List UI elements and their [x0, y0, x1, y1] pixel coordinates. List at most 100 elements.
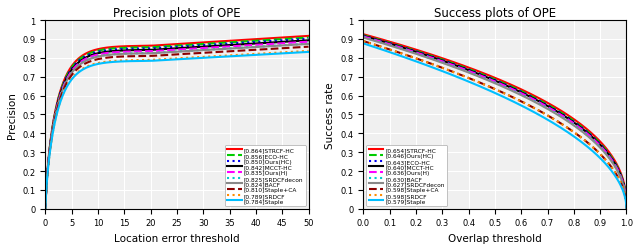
[0.598]SRDCF [484, 85, 492, 88]
[0.825]SRDCFdecon [198, 49, 206, 52]
Line: [0.835]Ours(H): [0.835]Ours(H) [45, 42, 308, 209]
[0.640]MCCT-HC [360, 35, 367, 38]
[0.630]BACF [575, 128, 583, 130]
[0.630]BACF [502, 86, 509, 90]
[0.630]BACF [484, 79, 492, 82]
[0.630]BACF [616, 175, 624, 178]
[0.810]Staple+CA [198, 52, 206, 55]
[0.842]MCCT-HC [168, 48, 176, 51]
[0.640]MCCT-HC [623, 208, 630, 210]
[0.784]Staple [298, 52, 306, 54]
[0.850]Ours(HC) [184, 45, 191, 48]
[0.825]SRDCFdecon [168, 51, 176, 54]
[0.654]STRCF-HC [360, 34, 367, 36]
[0.864]STRCF-HC [42, 208, 49, 210]
[0.643]ECO-HC [616, 172, 624, 176]
Line: [0.646]Ours(HC): [0.646]Ours(HC) [364, 36, 627, 209]
[0.825]SRDCFdecon [184, 50, 191, 53]
[0.842]MCCT-HC [184, 47, 191, 50]
[0.646]Ours(HC) [575, 124, 583, 127]
[0.856]ECO-HC [168, 45, 176, 48]
Line: [0.579]Staple: [0.579]Staple [364, 44, 627, 209]
[0.654]STRCF-HC [516, 88, 524, 91]
[0.789]SRDCF [298, 50, 306, 53]
[0.784]Staple [257, 54, 265, 57]
[0.654]STRCF-HC [502, 82, 509, 84]
[0.842]MCCT-HC [298, 40, 306, 43]
[0.643]ECO-HC [516, 90, 524, 93]
[0.864]STRCF-HC [168, 44, 176, 47]
[0.636]Ours(H) [616, 174, 624, 177]
[0.856]ECO-HC [198, 43, 206, 46]
[0.627]SRDCFdecon [486, 80, 494, 83]
[0.824]BACF [298, 44, 306, 46]
[0.842]MCCT-HC [305, 40, 312, 42]
[0.850]Ours(HC) [257, 41, 265, 44]
[0.835]Ours(H) [42, 208, 49, 210]
[0.636]Ours(H) [575, 126, 583, 129]
[0.630]BACF [486, 80, 494, 83]
[0.824]BACF [42, 208, 49, 210]
[0.850]Ours(HC) [298, 38, 306, 42]
[0.598]Staple+CA [616, 180, 624, 183]
[0.789]SRDCF [257, 53, 265, 56]
[0.598]Staple+CA [484, 85, 492, 88]
Legend: [0.864]STRCF-HC, [0.856]ECO-HC, [0.850]Ours(HC), [0.842]MCCT-HC, [0.835]Ours(H),: [0.864]STRCF-HC, [0.856]ECO-HC, [0.850]O… [225, 146, 306, 206]
[0.579]Staple [486, 90, 494, 93]
[0.643]ECO-HC [360, 35, 367, 38]
[0.636]Ours(H) [484, 78, 492, 81]
[0.842]MCCT-HC [198, 46, 206, 49]
[0.627]SRDCFdecon [616, 175, 624, 178]
[0.640]MCCT-HC [575, 125, 583, 128]
[0.835]Ours(H) [198, 47, 206, 50]
[0.784]Staple [42, 208, 49, 210]
[0.789]SRDCF [305, 50, 312, 53]
[0.856]ECO-HC [166, 45, 174, 48]
[0.630]BACF [623, 208, 630, 210]
Line: [0.598]SRDCF: [0.598]SRDCF [364, 42, 627, 209]
[0.654]STRCF-HC [616, 170, 624, 173]
[0.864]STRCF-HC [198, 42, 206, 45]
[0.835]Ours(H) [305, 41, 312, 44]
[0.654]STRCF-HC [484, 74, 492, 77]
X-axis label: Overlap threshold: Overlap threshold [448, 233, 542, 243]
[0.640]MCCT-HC [516, 91, 524, 94]
Line: [0.850]Ours(HC): [0.850]Ours(HC) [45, 40, 308, 209]
[0.646]Ours(HC) [616, 172, 624, 175]
[0.598]Staple+CA [486, 86, 494, 89]
Line: [0.842]MCCT-HC: [0.842]MCCT-HC [45, 41, 308, 209]
[0.825]SRDCFdecon [166, 51, 174, 54]
[0.856]ECO-HC [257, 40, 265, 43]
Line: [0.825]SRDCFdecon: [0.825]SRDCFdecon [45, 44, 308, 209]
[0.850]Ours(HC) [305, 38, 312, 41]
[0.643]ECO-HC [486, 77, 494, 80]
[0.850]Ours(HC) [166, 46, 174, 50]
[0.825]SRDCFdecon [42, 208, 49, 210]
Line: [0.643]ECO-HC: [0.643]ECO-HC [364, 36, 627, 209]
[0.810]Staple+CA [305, 46, 312, 49]
[0.579]Staple [616, 183, 624, 186]
[0.627]SRDCFdecon [484, 80, 492, 82]
[0.598]SRDCF [516, 100, 524, 103]
[0.835]Ours(H) [166, 49, 174, 52]
[0.636]Ours(H) [516, 92, 524, 95]
[0.842]MCCT-HC [166, 48, 174, 51]
[0.784]Staple [166, 59, 174, 62]
[0.598]SRDCF [502, 93, 509, 96]
[0.825]SRDCFdecon [298, 44, 306, 46]
Legend: [0.654]STRCF-HC, [0.646]Ours(HC), [0.643]ECO-HC, [0.640]MCCT-HC, [0.636]Ours(H),: [0.654]STRCF-HC, [0.646]Ours(HC), [0.643… [366, 146, 447, 206]
Line: [0.630]BACF: [0.630]BACF [364, 38, 627, 209]
Line: [0.636]Ours(H): [0.636]Ours(H) [364, 37, 627, 209]
[0.598]SRDCF [360, 40, 367, 43]
[0.646]Ours(HC) [502, 83, 509, 86]
[0.654]STRCF-HC [486, 75, 494, 78]
Title: Success plots of OPE: Success plots of OPE [434, 7, 556, 20]
[0.627]SRDCFdecon [360, 37, 367, 40]
[0.824]BACF [168, 51, 176, 54]
[0.646]Ours(HC) [484, 76, 492, 79]
[0.789]SRDCF [42, 208, 49, 210]
[0.789]SRDCF [184, 57, 191, 60]
[0.810]Staple+CA [257, 49, 265, 52]
[0.646]Ours(HC) [360, 34, 367, 37]
[0.784]Staple [198, 57, 206, 60]
